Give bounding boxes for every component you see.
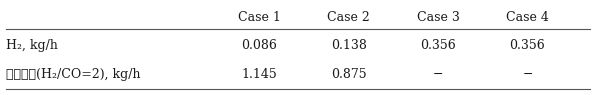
Text: 0.086: 0.086 [241,39,277,52]
Text: Case 2: Case 2 [327,11,370,24]
Text: 0.875: 0.875 [331,68,367,81]
Text: Case 1: Case 1 [238,11,281,24]
Text: Case 4: Case 4 [506,11,549,24]
Text: 합성가스(H₂/CO=2), kg/h: 합성가스(H₂/CO=2), kg/h [6,68,141,81]
Text: 0.356: 0.356 [510,39,545,52]
Text: 0.138: 0.138 [331,39,367,52]
Text: −: − [433,68,443,81]
Text: −: − [522,68,533,81]
Text: H₂, kg/h: H₂, kg/h [6,39,58,52]
Text: 0.356: 0.356 [420,39,456,52]
Text: 1.145: 1.145 [241,68,277,81]
Text: Case 3: Case 3 [417,11,460,24]
